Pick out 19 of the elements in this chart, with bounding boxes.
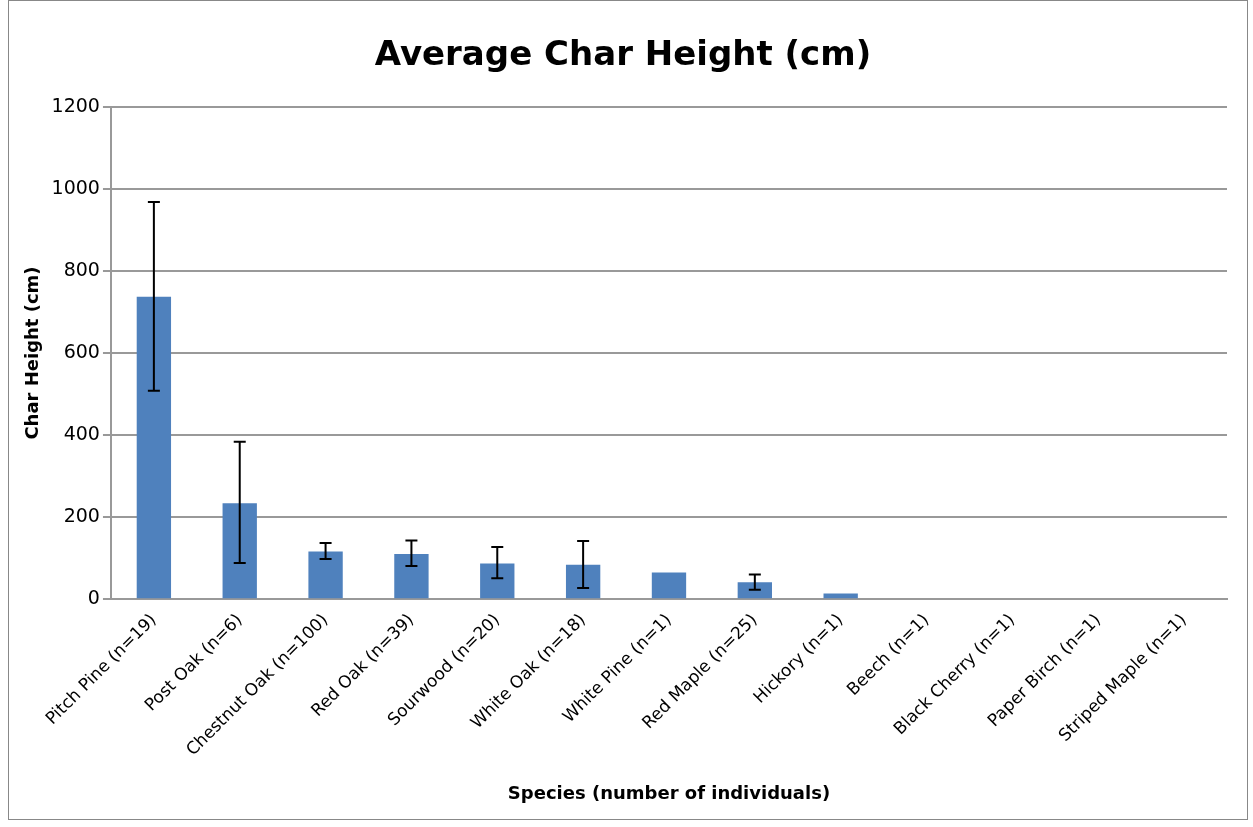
y-tick-label: 1000 [51,175,100,198]
y-tick-label: 800 [63,257,100,280]
chart-title: Average Char Height (cm) [374,33,872,74]
y-tick-label: 400 [63,422,100,444]
y-tick-label: 600 [63,339,100,362]
bar [480,563,515,599]
bar [136,296,172,599]
y-axis-title: Char Height (cm) [21,266,43,440]
bar [737,582,772,599]
bar [222,503,257,599]
bar [308,551,343,599]
bar [651,572,687,599]
y-tick-label: 0 [87,586,100,609]
y-tick-label: 1200 [51,93,100,116]
bar [394,554,429,599]
bar [823,593,858,599]
bar [565,564,601,599]
x-axis-title: Species (number of individuals) [507,781,831,803]
y-tick-label: 200 [63,504,100,527]
